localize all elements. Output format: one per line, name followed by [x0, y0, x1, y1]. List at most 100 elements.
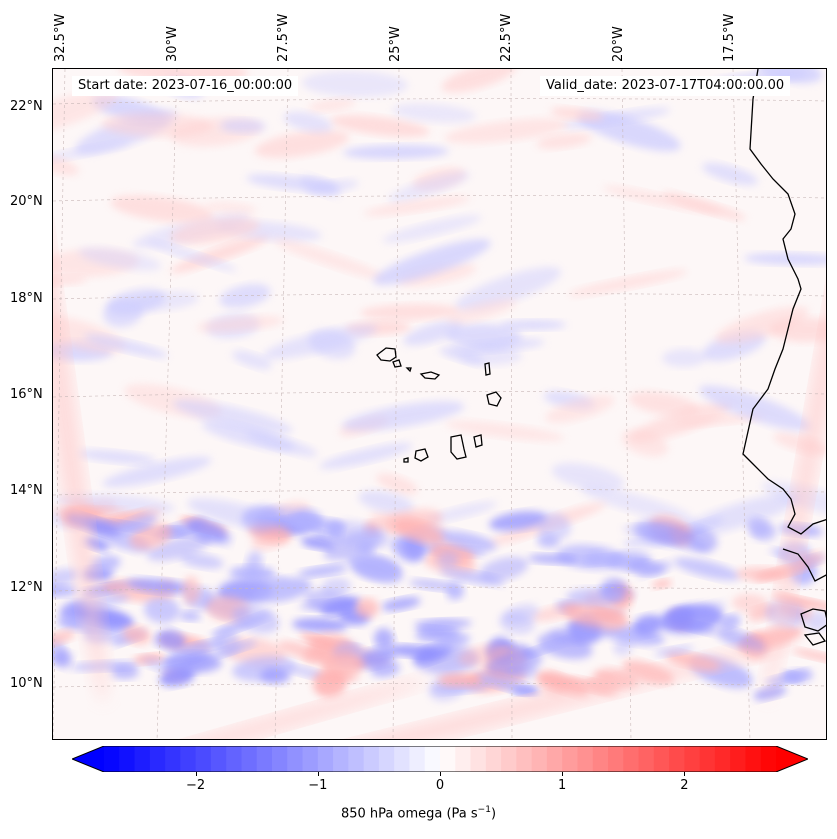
colorbar-cell [256, 746, 273, 772]
omega-anomaly [568, 269, 688, 297]
santiago-island [450, 434, 467, 460]
omega-anomaly [454, 267, 562, 311]
lat-label-14n: 14°N [10, 483, 43, 498]
omega-anomaly [214, 630, 240, 656]
omega-anomaly [186, 519, 228, 543]
colorbar-cell [424, 746, 441, 772]
omega-anomaly [298, 564, 348, 578]
omega-anomaly [673, 557, 741, 581]
santo-antao-island [376, 347, 397, 362]
omega-anomaly [537, 512, 571, 542]
colorbar-cell [210, 746, 227, 772]
colorbar-cell [608, 746, 624, 772]
omega-anomaly [78, 247, 162, 271]
omega-anomaly [53, 630, 76, 646]
brava-island [403, 457, 409, 463]
omega-anomaly [633, 614, 663, 636]
colorbar-cell [363, 746, 380, 772]
gridlines [53, 69, 826, 739]
omega-anomaly [305, 179, 359, 195]
colorbar-tick-mark [684, 772, 686, 776]
colorbar-cell [714, 746, 731, 772]
omega-anomaly [796, 551, 826, 567]
colorbar-cell [501, 746, 517, 772]
colorbar-cell [653, 746, 670, 772]
omega-anomaly [119, 679, 427, 739]
omega-anomaly [580, 554, 624, 566]
omega-anomaly [196, 316, 284, 332]
omega-anomaly [761, 481, 826, 517]
omega-anomaly [319, 443, 413, 469]
colorbar-cell [470, 746, 487, 772]
colorbar-tick-mark [195, 772, 197, 776]
omega-anomaly [358, 490, 414, 514]
lon-label-17-5w: 17.5°W [722, 13, 737, 62]
omega-anomaly [652, 579, 672, 589]
omega-anomaly [373, 628, 395, 650]
lon-label-22-5w: 22.5°W [499, 13, 514, 62]
omega-anomaly [661, 191, 747, 221]
omega-anomaly [460, 346, 522, 366]
omega-anomaly [744, 252, 826, 266]
omega-anomaly [548, 624, 608, 644]
sao-nicolau-island [419, 371, 441, 380]
omega-anomaly [245, 551, 263, 575]
omega-anomaly [54, 650, 72, 668]
omega-anomaly [623, 523, 667, 535]
colorbar-cell [592, 746, 609, 772]
omega-anomaly [81, 639, 801, 739]
colorbar-cell [440, 746, 456, 772]
colorbar-tick-label: 2 [680, 778, 689, 793]
omega-anomaly [551, 463, 625, 491]
omega-anomaly [387, 171, 471, 203]
colorbar-cell [348, 746, 365, 772]
colorbar-extend-low [72, 746, 104, 772]
boa-vista-island [486, 391, 502, 407]
omega-anomaly [765, 670, 811, 686]
colorbar-cell [104, 746, 120, 772]
omega-anomaly [302, 70, 408, 98]
gambia-casamance-coast [782, 548, 826, 582]
omega-anomaly [441, 69, 517, 93]
omega-anomaly [389, 644, 435, 658]
bijagos-islands [803, 632, 826, 646]
omega-anomaly [393, 519, 445, 545]
colorbar-cell [378, 746, 395, 772]
omega-anomaly [628, 391, 700, 417]
omega-anomaly [111, 664, 139, 680]
omega-anomaly [654, 645, 694, 657]
omega-anomaly [403, 320, 463, 346]
colorbar-cell [302, 746, 319, 772]
omega-anomaly [382, 215, 482, 243]
omega-anomaly [500, 319, 566, 331]
colorbar-cell [149, 746, 166, 772]
colorbar-label-text: 850 hPa omega (Pa s [340, 806, 478, 822]
colorbar-extend-high [776, 746, 808, 772]
omega-anomaly [358, 541, 374, 557]
omega-anomaly [439, 531, 497, 551]
omega-anomaly [805, 610, 826, 632]
omega-anomaly [719, 614, 741, 628]
lon-label-30w: 30°W [165, 26, 180, 62]
omega-anomaly [53, 568, 80, 592]
colorbar-tick-mark [317, 772, 319, 776]
omega-anomaly [444, 118, 570, 144]
omega-anomaly [528, 553, 578, 565]
omega-anomaly [591, 609, 623, 621]
omega-anomaly [381, 597, 421, 611]
colorbar-cell [485, 746, 502, 772]
omega-anomaly [415, 621, 461, 647]
omega-anomaly [732, 593, 768, 613]
colorbar-label-end: ) [490, 806, 497, 822]
omega-anomaly [287, 665, 325, 679]
omega-anomaly [170, 217, 260, 245]
omega-anomaly [242, 504, 278, 532]
omega-anomaly [260, 667, 290, 685]
omega-anomaly [736, 566, 790, 582]
colorbar-cell [638, 746, 655, 772]
omega-anomaly [219, 283, 271, 309]
omega-anomaly [662, 348, 706, 368]
colorbar-cell [516, 746, 533, 772]
omega-anomaly [181, 576, 201, 604]
colorbar-cell [317, 746, 334, 772]
